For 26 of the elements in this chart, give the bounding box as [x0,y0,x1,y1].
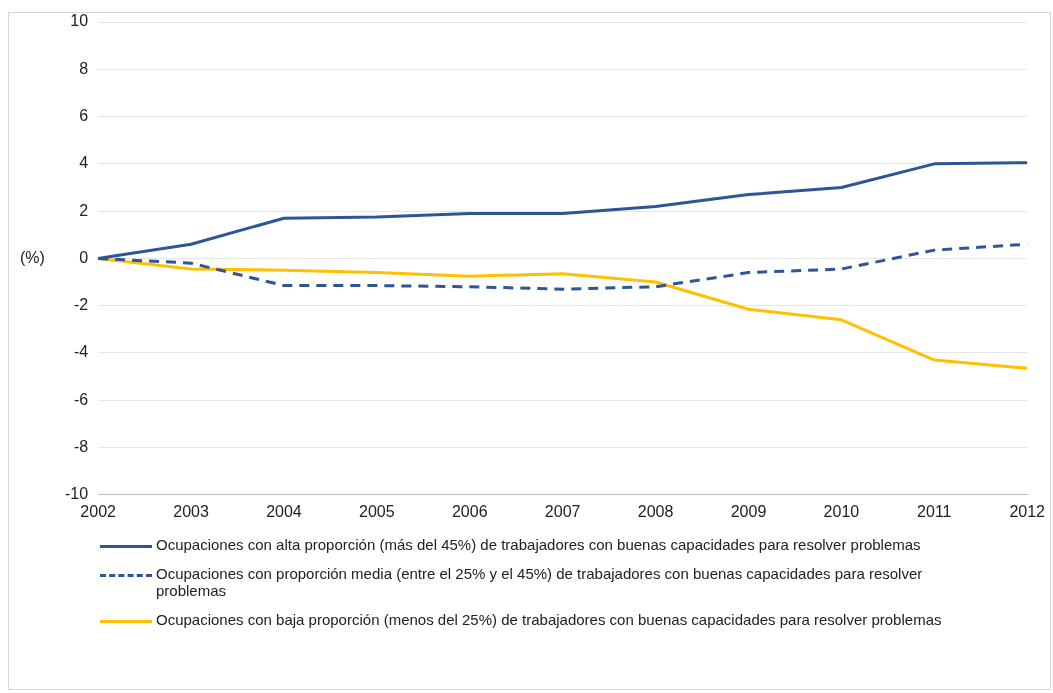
y-tick-label: 6 [79,106,89,124]
x-tick-label: 2009 [730,502,767,520]
x-tick-label: 2010 [823,502,860,520]
y-tick-label: 4 [79,154,89,172]
x-tick-label: 2004 [266,502,302,520]
y-tick-label: -4 [73,343,89,361]
y-tick-label: -8 [73,437,89,455]
y-tick-label: 8 [79,59,89,77]
legend-label: Ocupaciones con proporción media (entre el 25% y el 45%) de trabajadores con buenas capacidades para resolver problemas [156,565,924,599]
x-tick-label: 2006 [451,502,488,520]
x-tick-label: 2011 [917,502,952,520]
x-tick-label: 2008 [637,502,674,520]
y-axis-title: (%) [20,248,45,266]
x-tick-label: 2003 [173,502,209,520]
y-tick-label: -6 [73,390,89,408]
x-tick-label: 2012 [1009,502,1046,520]
y-tick-label: -2 [73,296,89,314]
x-tick-label: 2002 [80,502,117,520]
y-tick-label: 2 [79,201,89,219]
y-tick-label: 10 [70,12,89,30]
x-tick-label: 2007 [544,502,581,520]
legend-label: Ocupaciones con alta proporción (más del 45%) de trabajadores con buenas capacidades para resolver problemas [156,536,921,553]
y-tick-label: 0 [79,248,89,266]
legend-label: Ocupaciones con baja proporción (menos del 25%) de trabajadores con buenas capacidades para resolver problemas [156,611,942,628]
y-tick-label: -10 [65,485,89,503]
x-tick-label: 2005 [359,502,395,520]
